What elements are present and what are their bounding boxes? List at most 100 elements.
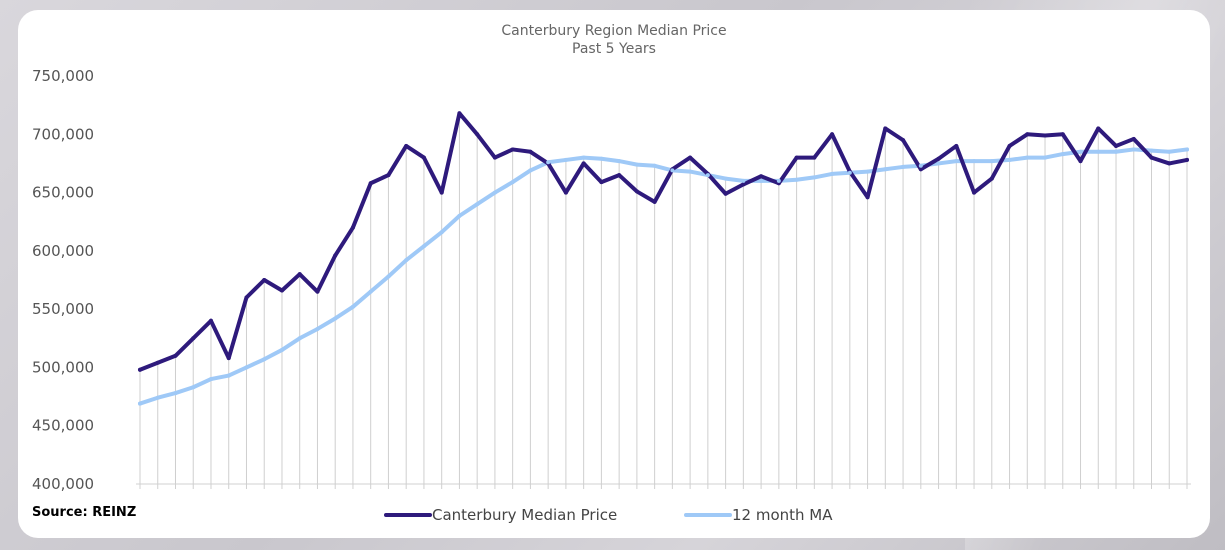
y-axis: 400,000 450,000 500,000 550,000 600,000 650,0… xyxy=(32,67,94,493)
point-12-month-ma xyxy=(1078,149,1083,154)
source-label: Source: REINZ xyxy=(32,505,136,520)
legend: Canterbury Median Price 12 month MA xyxy=(384,506,833,524)
point-12-month-ma xyxy=(901,164,906,169)
point-12-month-ma xyxy=(208,377,213,382)
legend-label-12-month-ma: 12 month MA xyxy=(732,506,833,524)
series-line-12-month-ma xyxy=(138,147,1189,406)
point-12-month-ma xyxy=(173,391,178,396)
point-12-month-ma xyxy=(1149,148,1154,153)
point-12-month-ma xyxy=(776,178,781,183)
point-12-month-ma xyxy=(918,163,923,168)
point-canterbury-median-price xyxy=(1167,161,1172,166)
point-canterbury-median-price xyxy=(226,356,231,361)
point-12-month-ma xyxy=(563,157,568,162)
point-12-month-ma xyxy=(1096,149,1101,154)
point-12-month-ma xyxy=(457,213,462,218)
point-canterbury-median-price xyxy=(475,132,480,137)
point-canterbury-median-price xyxy=(191,336,196,341)
point-canterbury-median-price xyxy=(208,318,213,323)
point-12-month-ma xyxy=(528,168,533,173)
point-canterbury-median-price xyxy=(634,189,639,194)
point-canterbury-median-price xyxy=(279,288,284,293)
point-12-month-ma xyxy=(830,171,835,176)
data-points xyxy=(138,111,1189,406)
point-12-month-ma xyxy=(1131,147,1136,152)
point-12-month-ma xyxy=(386,274,391,279)
point-12-month-ma xyxy=(705,173,710,178)
point-canterbury-median-price xyxy=(439,190,444,195)
point-12-month-ma xyxy=(244,365,249,370)
point-12-month-ma xyxy=(741,178,746,183)
point-12-month-ma xyxy=(936,161,941,166)
point-12-month-ma xyxy=(812,175,817,180)
y-tick-label: 550,000 xyxy=(32,300,94,318)
point-canterbury-median-price xyxy=(883,126,888,131)
point-12-month-ma xyxy=(865,169,870,174)
point-canterbury-median-price xyxy=(404,143,409,148)
point-12-month-ma xyxy=(1185,147,1189,152)
point-canterbury-median-price xyxy=(1185,157,1189,162)
point-canterbury-median-price xyxy=(1131,136,1136,141)
point-12-month-ma xyxy=(723,176,728,181)
point-12-month-ma xyxy=(368,289,373,294)
point-12-month-ma xyxy=(617,159,622,164)
point-canterbury-median-price xyxy=(581,161,586,166)
point-canterbury-median-price xyxy=(386,173,391,178)
point-canterbury-median-price xyxy=(865,195,870,200)
point-canterbury-median-price xyxy=(368,181,373,186)
point-canterbury-median-price xyxy=(510,147,515,152)
point-12-month-ma xyxy=(883,167,888,172)
point-canterbury-median-price xyxy=(1025,132,1030,137)
point-12-month-ma xyxy=(1060,152,1065,157)
point-12-month-ma xyxy=(350,304,355,309)
point-12-month-ma xyxy=(404,258,409,263)
point-12-month-ma xyxy=(279,347,284,352)
point-canterbury-median-price xyxy=(173,353,178,358)
point-canterbury-median-price xyxy=(812,155,817,160)
point-canterbury-median-price xyxy=(1149,155,1154,160)
point-canterbury-median-price xyxy=(599,180,604,185)
point-canterbury-median-price xyxy=(1096,126,1101,131)
drop-lines xyxy=(139,113,1188,484)
point-canterbury-median-price xyxy=(1078,159,1083,164)
point-12-month-ma xyxy=(670,168,675,173)
point-12-month-ma xyxy=(972,159,977,164)
point-12-month-ma xyxy=(1043,155,1048,160)
point-canterbury-median-price xyxy=(1060,132,1065,137)
y-tick-label: 400,000 xyxy=(32,475,94,493)
point-12-month-ma xyxy=(333,316,338,321)
point-canterbury-median-price xyxy=(262,278,267,282)
point-canterbury-median-price xyxy=(918,167,923,172)
point-12-month-ma xyxy=(1007,157,1012,162)
point-canterbury-median-price xyxy=(989,176,994,181)
point-canterbury-median-price xyxy=(652,199,657,204)
point-canterbury-median-price xyxy=(901,138,906,143)
point-canterbury-median-price xyxy=(723,191,728,196)
point-12-month-ma xyxy=(794,177,799,182)
point-canterbury-median-price xyxy=(972,190,977,195)
point-canterbury-median-price xyxy=(563,190,568,195)
point-12-month-ma xyxy=(989,159,994,164)
point-12-month-ma xyxy=(759,178,764,183)
line-chart: Canterbury Region Median Price Past 5 Ye… xyxy=(32,23,1191,524)
point-12-month-ma xyxy=(226,373,231,378)
point-canterbury-median-price xyxy=(1007,143,1012,148)
point-canterbury-median-price xyxy=(1114,143,1119,148)
point-12-month-ma xyxy=(155,395,160,400)
point-canterbury-median-price xyxy=(155,360,160,365)
point-canterbury-median-price xyxy=(492,155,497,160)
point-canterbury-median-price xyxy=(457,111,462,116)
chart-card: Canterbury Region Median Price Past 5 Ye… xyxy=(18,10,1210,538)
point-canterbury-median-price xyxy=(936,156,941,161)
point-12-month-ma xyxy=(297,336,302,341)
point-canterbury-median-price xyxy=(315,289,320,294)
point-12-month-ma xyxy=(546,160,551,165)
y-tick-label: 750,000 xyxy=(32,67,94,85)
point-canterbury-median-price xyxy=(138,367,142,372)
point-canterbury-median-price xyxy=(794,155,799,160)
y-tick-label: 450,000 xyxy=(32,417,94,435)
point-12-month-ma xyxy=(599,156,604,161)
point-12-month-ma xyxy=(652,163,657,168)
x-axis-ticks xyxy=(139,484,1188,489)
point-12-month-ma xyxy=(138,401,142,406)
